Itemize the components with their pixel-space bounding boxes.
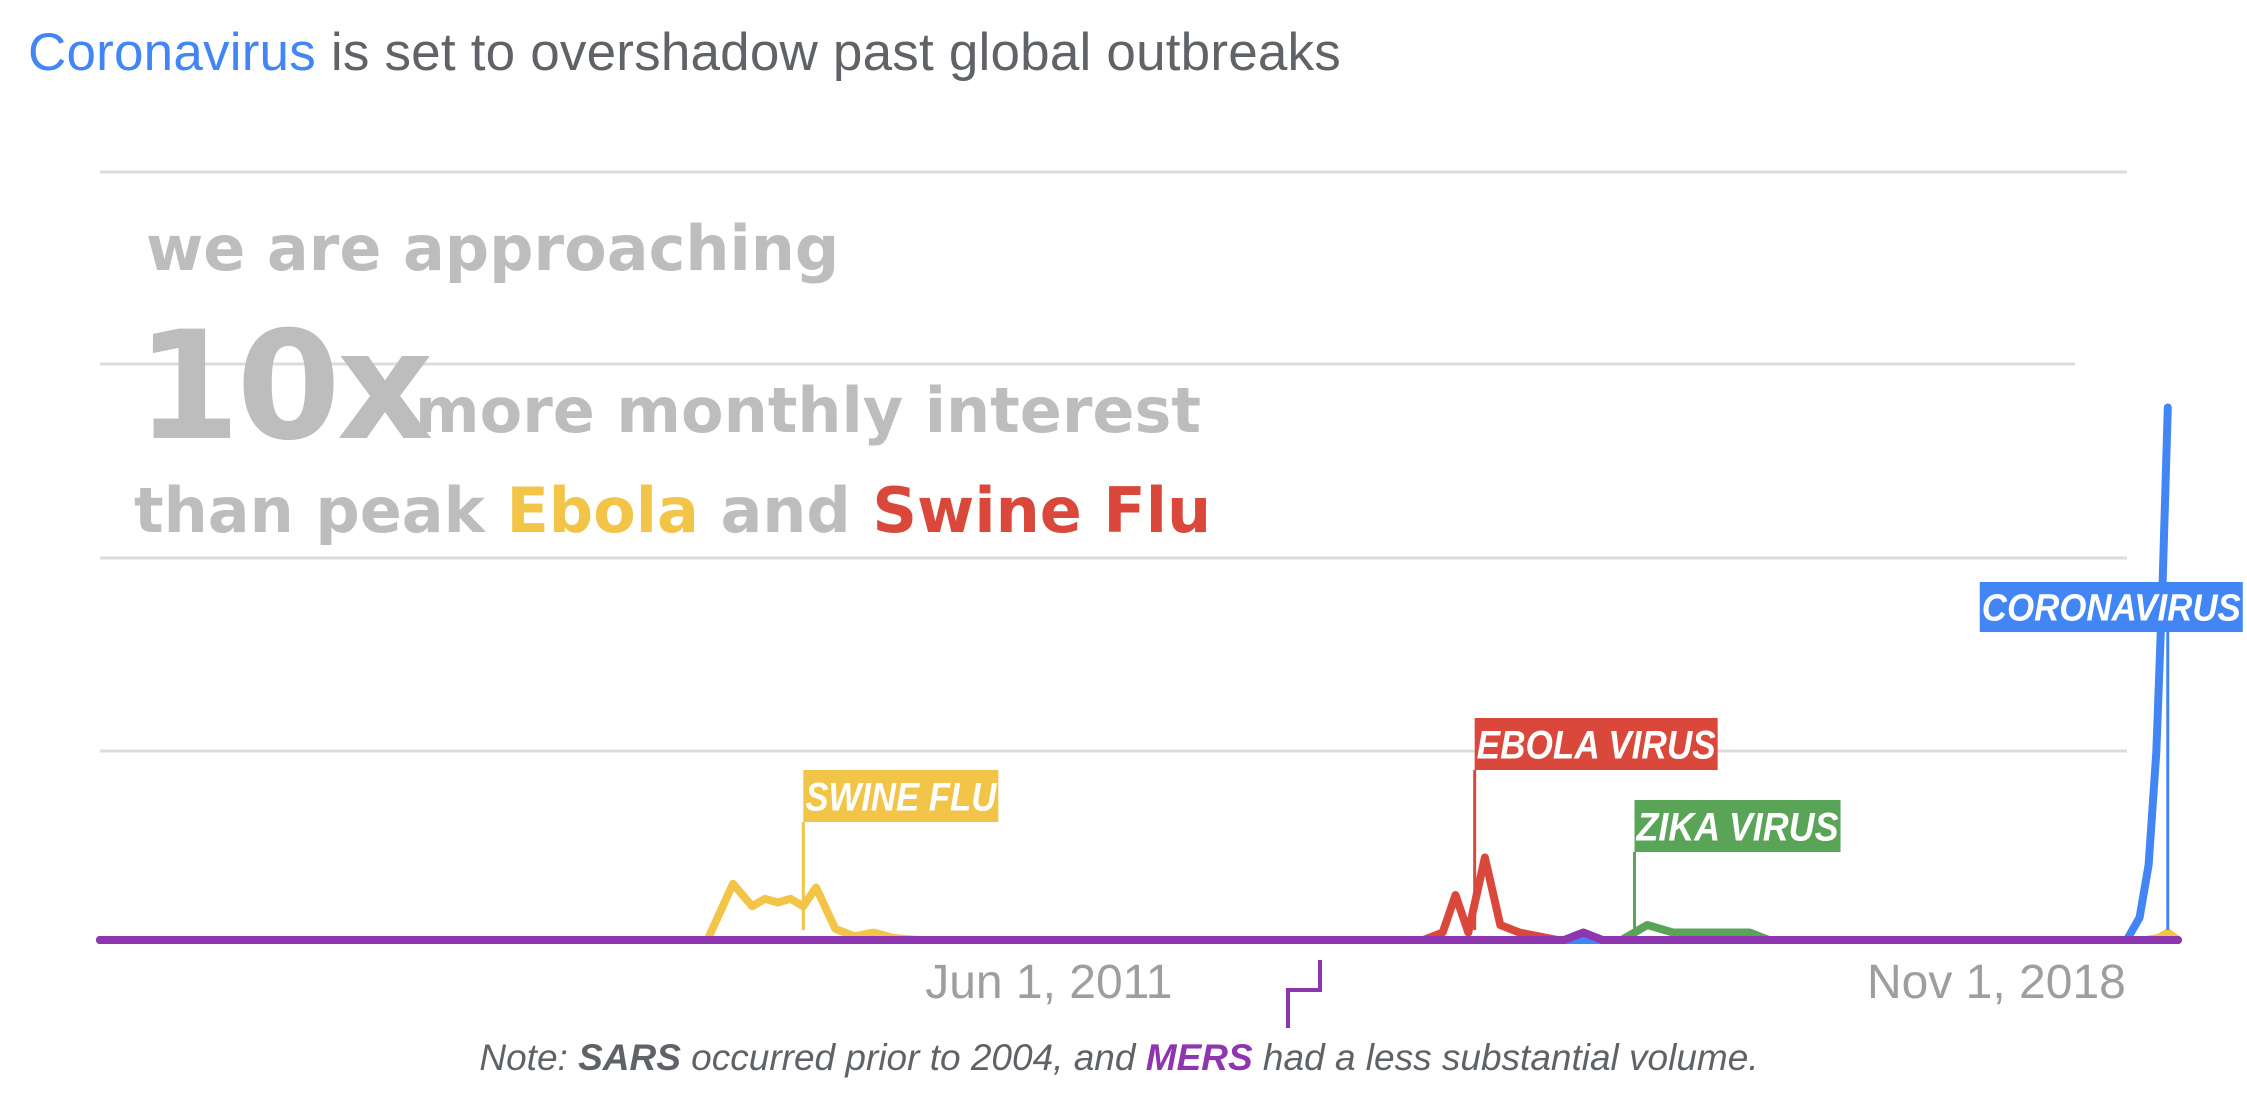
footnote: Note: SARS occurred prior to 2004, and M… [479, 1037, 1758, 1078]
callout-swine-flu: SWINE FLU [801, 770, 999, 930]
series-line-mers [96, 928, 2182, 944]
callout-ebola: EBOLA VIRUS [1473, 718, 1718, 930]
overlay-ebola-word: Ebola [506, 474, 698, 547]
note-sars: SARS [578, 1037, 681, 1078]
x-tick-label-0: Jun 1, 2011 [925, 956, 1172, 1009]
callout-layer: SWINE FLU EBOLA VIRUS ZIKA VIRUS CORONAVIRU… [801, 582, 2243, 930]
callout-label-coronavirus: CORONAVIRUS [1982, 588, 2241, 630]
callout-zika: ZIKA VIRUS [1633, 800, 1841, 930]
x-tick-label-1: Nov 1, 2018 [1867, 956, 2126, 1009]
callout-coronavirus: CORONAVIRUS [1979, 582, 2243, 930]
overlay-line-approaching: we are approaching [146, 212, 839, 285]
note-prefix: Note: [479, 1037, 578, 1078]
title-rest: is set to overshadow past global outbrea… [315, 23, 1341, 82]
overlay-and-word: and [699, 474, 873, 547]
mers-marker [1286, 960, 1322, 1028]
callout-label-ebola: EBOLA VIRUS [1477, 723, 1716, 767]
x-axis-ticks: Jun 1, 2011 Nov 1, 2018 [925, 956, 2126, 1009]
note-mers: MERS [1146, 1037, 1253, 1078]
callout-box-ebola [1474, 718, 1718, 770]
callout-label-zika: ZIKA VIRUS [1636, 805, 1839, 849]
title-accent-coronavirus: Coronavirus [28, 23, 316, 82]
page-title: Coronavirus is set to overshadow past gl… [28, 22, 1341, 83]
overlay-swineflu-word: Swine Flu [872, 474, 1211, 547]
chart-gridlines [100, 170, 2127, 753]
series-line-swine-flu [96, 879, 2182, 944]
overlay-than-peak: than peak [134, 474, 506, 547]
callout-box-coronavirus [1979, 582, 2243, 632]
overlay-line-comparison: than peak Ebola and Swine Flu [134, 474, 1211, 547]
note-middle: occurred prior to 2004, and [681, 1037, 1146, 1078]
callout-box-zika [1634, 800, 1841, 852]
mers-pointer-line [1286, 960, 1322, 1028]
headline-overlay: we are approaching 10x more monthly inte… [134, 212, 1211, 547]
callout-box-swine-flu [803, 770, 999, 822]
overlay-line-monthly-interest: more monthly interest [415, 374, 1201, 447]
callout-label-swine-flu: SWINE FLU [805, 775, 997, 819]
note-suffix: had a less substantial volume. [1253, 1037, 1759, 1078]
series-layer [96, 403, 2182, 944]
overlay-multiplier: 10x [136, 300, 432, 474]
series-line-ebola [96, 853, 2182, 944]
